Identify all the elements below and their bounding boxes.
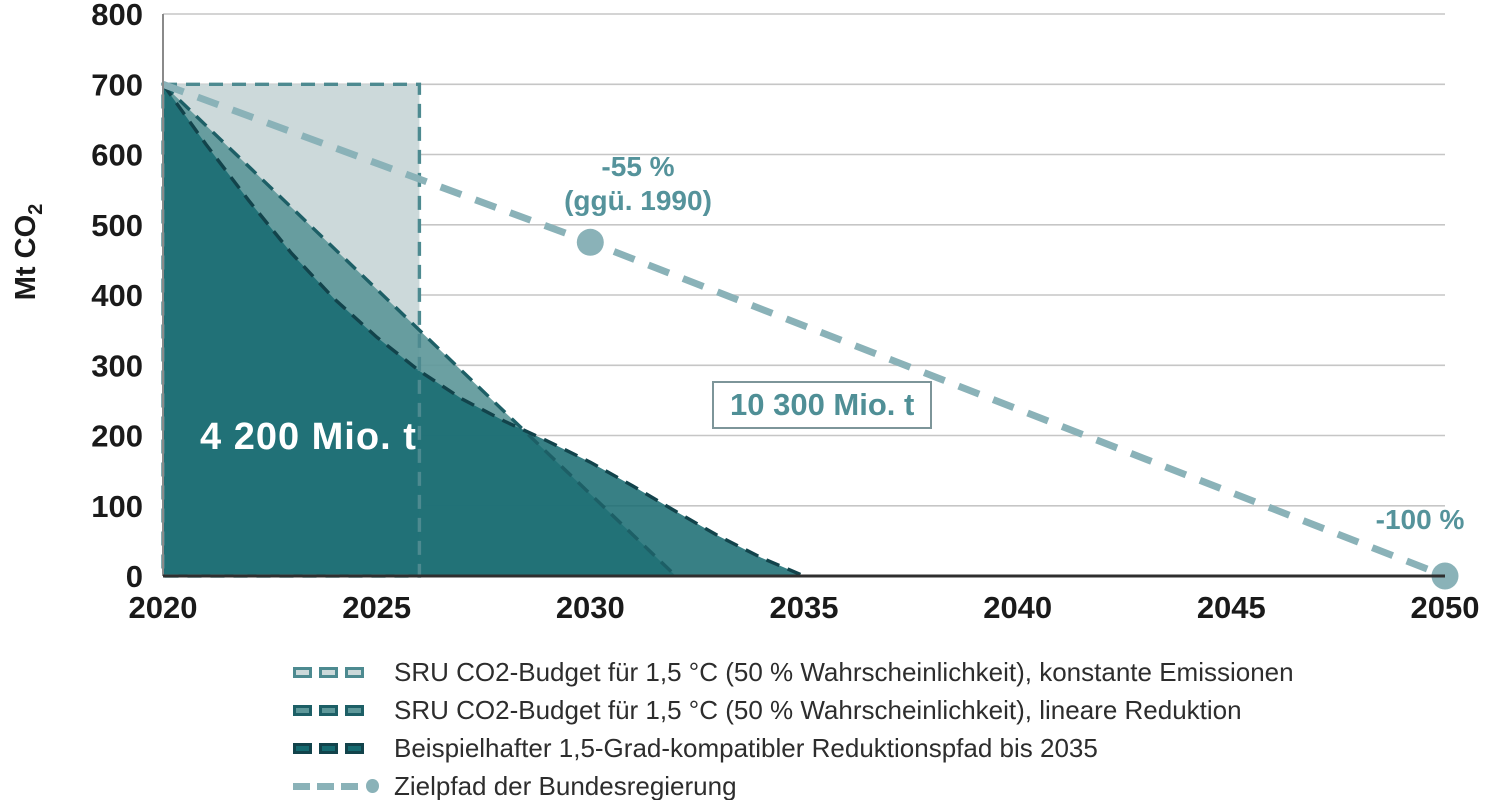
y-tick-label: 100 [91,489,143,524]
target-2030-percent: -55 % [601,151,675,182]
y-tick-label: 200 [91,419,143,454]
x-tick-label: 2040 [983,590,1052,625]
target-path-marker [576,228,604,256]
target-2050-annotation: -100 % [1375,504,1465,535]
y-axis-title-sub: 2 [24,203,47,215]
y-axis-title: Mt CO2 [10,167,47,337]
target-2030-baseline: (ggü. 1990) [564,185,712,216]
x-tick-label: 2020 [129,590,198,625]
x-tick-label: 2035 [770,590,839,625]
x-tick-label: 2025 [342,590,411,625]
y-tick-label: 0 [126,559,143,594]
x-tick-label: 2050 [1411,590,1480,625]
y-axis-title-text: Mt CO [10,214,42,301]
budget-left-label: 4 200 Mio. t [200,416,417,458]
y-tick-label: 800 [91,0,143,32]
series-border [161,83,677,578]
y-tick-label: 500 [91,208,143,243]
y-tick-label: 600 [91,138,143,173]
x-tick-label: 2030 [556,590,625,625]
y-tick-label: 700 [91,67,143,102]
y-tick-label: 400 [91,278,143,313]
series-area [163,84,804,577]
x-tick-label: 2045 [1197,590,1266,625]
series-border [161,83,805,578]
budget-right-label: 10 300 Mio. t [712,381,933,429]
target-2030-annotation: -55 % (ggü. 1990) [533,150,743,218]
y-tick-label: 300 [91,348,143,383]
